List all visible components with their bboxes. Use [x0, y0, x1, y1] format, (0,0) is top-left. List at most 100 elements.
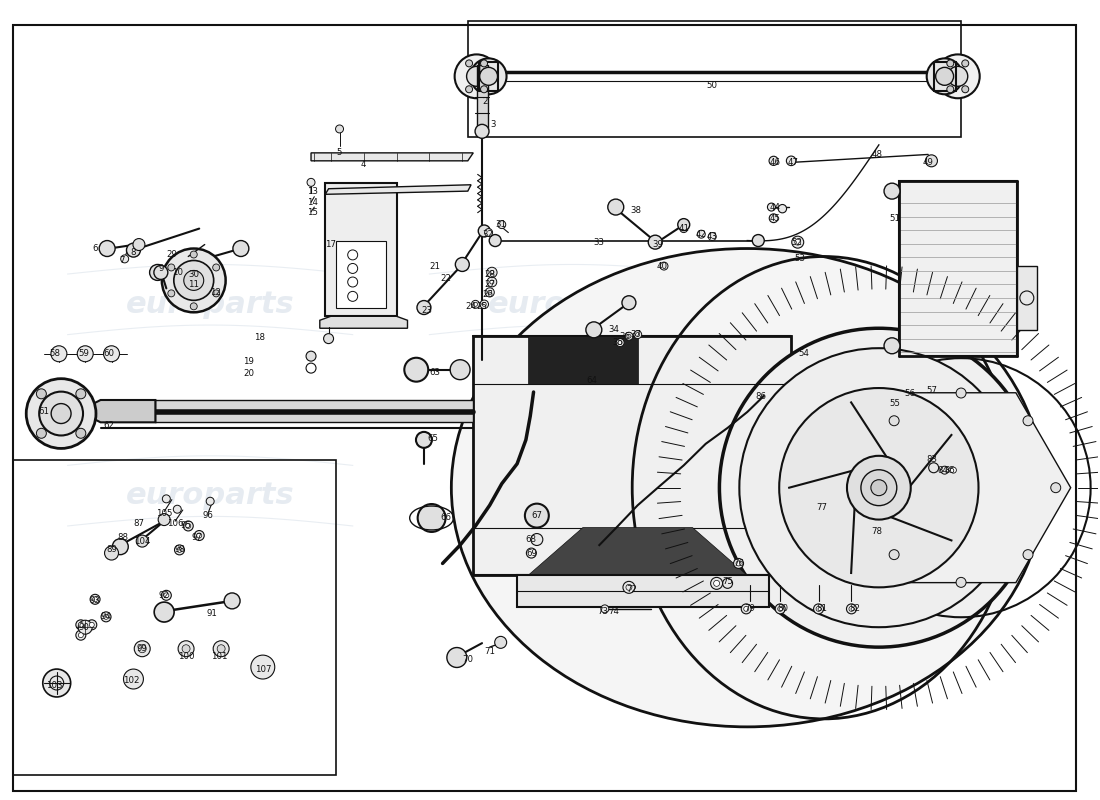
Polygon shape: [851, 393, 1070, 582]
Bar: [468, 22, 961, 137]
Text: 77: 77: [816, 503, 827, 512]
Polygon shape: [337, 241, 386, 308]
Circle shape: [154, 266, 168, 279]
Text: 18: 18: [254, 334, 265, 342]
Text: 58: 58: [50, 350, 60, 358]
Circle shape: [233, 241, 249, 257]
Circle shape: [861, 470, 896, 506]
Circle shape: [792, 236, 804, 248]
Circle shape: [485, 288, 494, 297]
Circle shape: [175, 545, 185, 555]
Text: 95: 95: [180, 522, 191, 530]
Polygon shape: [326, 185, 471, 194]
Text: 69: 69: [526, 549, 537, 558]
Text: 100: 100: [178, 652, 195, 662]
Circle shape: [43, 669, 70, 697]
Circle shape: [741, 604, 751, 614]
Circle shape: [123, 669, 143, 689]
Circle shape: [490, 280, 494, 284]
Circle shape: [217, 645, 226, 653]
Circle shape: [1050, 482, 1060, 493]
Circle shape: [307, 178, 315, 186]
Circle shape: [76, 428, 86, 438]
Circle shape: [525, 504, 549, 527]
Text: 34: 34: [608, 326, 619, 334]
Ellipse shape: [451, 249, 1043, 727]
Text: 97: 97: [191, 533, 202, 542]
Circle shape: [936, 54, 980, 98]
Circle shape: [625, 332, 632, 340]
Text: 55: 55: [890, 399, 901, 409]
Circle shape: [940, 466, 948, 474]
Circle shape: [473, 302, 477, 306]
Text: 35: 35: [613, 338, 624, 347]
Circle shape: [480, 300, 488, 309]
Circle shape: [447, 647, 466, 667]
Circle shape: [183, 645, 190, 653]
Text: 72: 72: [627, 586, 638, 594]
Circle shape: [847, 604, 857, 614]
Text: 79: 79: [744, 604, 755, 614]
Circle shape: [163, 495, 170, 503]
Circle shape: [121, 255, 129, 263]
Text: 62: 62: [103, 421, 114, 430]
Circle shape: [816, 606, 821, 611]
Text: 53: 53: [794, 254, 805, 262]
Text: 32: 32: [482, 230, 493, 238]
Circle shape: [174, 506, 182, 514]
Circle shape: [618, 341, 623, 345]
Circle shape: [405, 358, 428, 382]
Text: 43: 43: [706, 232, 717, 241]
Circle shape: [77, 346, 94, 362]
Text: 86: 86: [755, 391, 766, 401]
Text: 49: 49: [923, 158, 934, 167]
Circle shape: [744, 606, 749, 611]
Circle shape: [26, 378, 96, 449]
Text: 47: 47: [788, 158, 799, 167]
Circle shape: [608, 199, 624, 215]
Circle shape: [627, 334, 631, 338]
Text: 52: 52: [791, 238, 802, 246]
Circle shape: [928, 462, 938, 473]
Polygon shape: [326, 183, 396, 316]
Circle shape: [51, 346, 67, 362]
Text: 66: 66: [440, 514, 451, 522]
Circle shape: [947, 60, 954, 67]
Circle shape: [40, 392, 82, 435]
Circle shape: [849, 606, 854, 611]
Circle shape: [178, 641, 194, 657]
Circle shape: [1023, 550, 1033, 560]
Text: 83: 83: [926, 455, 937, 464]
Circle shape: [162, 249, 226, 312]
Circle shape: [776, 604, 785, 614]
Polygon shape: [155, 400, 473, 422]
Text: 85: 85: [945, 466, 956, 474]
Text: 29: 29: [166, 250, 177, 259]
Text: 88: 88: [117, 533, 128, 542]
Text: 74: 74: [608, 606, 619, 616]
Circle shape: [636, 333, 640, 337]
Circle shape: [168, 264, 175, 271]
Text: 48: 48: [871, 150, 882, 159]
Text: 26: 26: [482, 290, 493, 299]
Circle shape: [154, 602, 174, 622]
Bar: [13, 460, 337, 774]
Circle shape: [621, 296, 636, 310]
Circle shape: [190, 303, 197, 310]
Circle shape: [926, 58, 962, 94]
Circle shape: [164, 593, 168, 598]
Polygon shape: [473, 336, 791, 575]
Text: 75: 75: [722, 578, 733, 586]
Circle shape: [779, 388, 979, 587]
Circle shape: [195, 530, 205, 541]
Circle shape: [251, 655, 275, 679]
Circle shape: [417, 301, 431, 314]
Circle shape: [450, 360, 470, 380]
Circle shape: [936, 67, 954, 86]
Text: 56: 56: [904, 389, 915, 398]
Circle shape: [925, 155, 937, 167]
Text: 73: 73: [597, 606, 608, 616]
Text: 39: 39: [652, 240, 663, 249]
Polygon shape: [528, 527, 747, 575]
Circle shape: [306, 351, 316, 361]
